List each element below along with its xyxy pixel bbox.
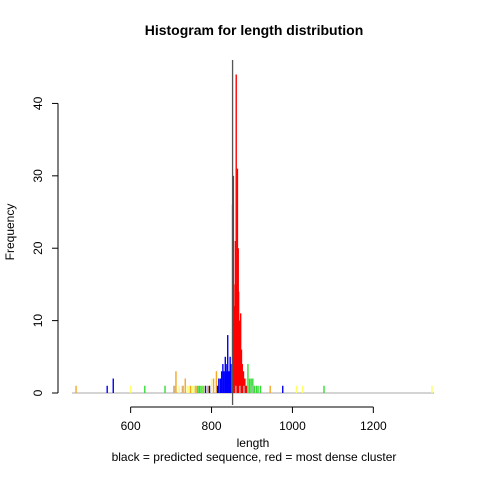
- chart-title: Histogram for length distribution: [145, 22, 364, 38]
- y-tick-label: 10: [31, 314, 45, 328]
- x-axis-label: length: [237, 436, 270, 450]
- chart-note: black = predicted sequence, red = most d…: [112, 450, 397, 464]
- y-axis-label: Frequency: [3, 204, 17, 261]
- x-tick-label: 800: [202, 419, 222, 433]
- y-tick-label: 20: [31, 241, 45, 255]
- x-tick-label: 1200: [360, 419, 387, 433]
- y-tick-label: 40: [31, 96, 45, 110]
- y-tick-label: 30: [31, 169, 45, 183]
- x-tick-label: 1000: [279, 419, 306, 433]
- x-axis: 600 800 1000 1200: [121, 406, 387, 433]
- histogram-bars: [72, 60, 434, 405]
- y-axis: 0 10 20 30 40: [31, 96, 59, 396]
- y-tick-label: 0: [31, 389, 45, 396]
- x-tick-label: 600: [121, 419, 141, 433]
